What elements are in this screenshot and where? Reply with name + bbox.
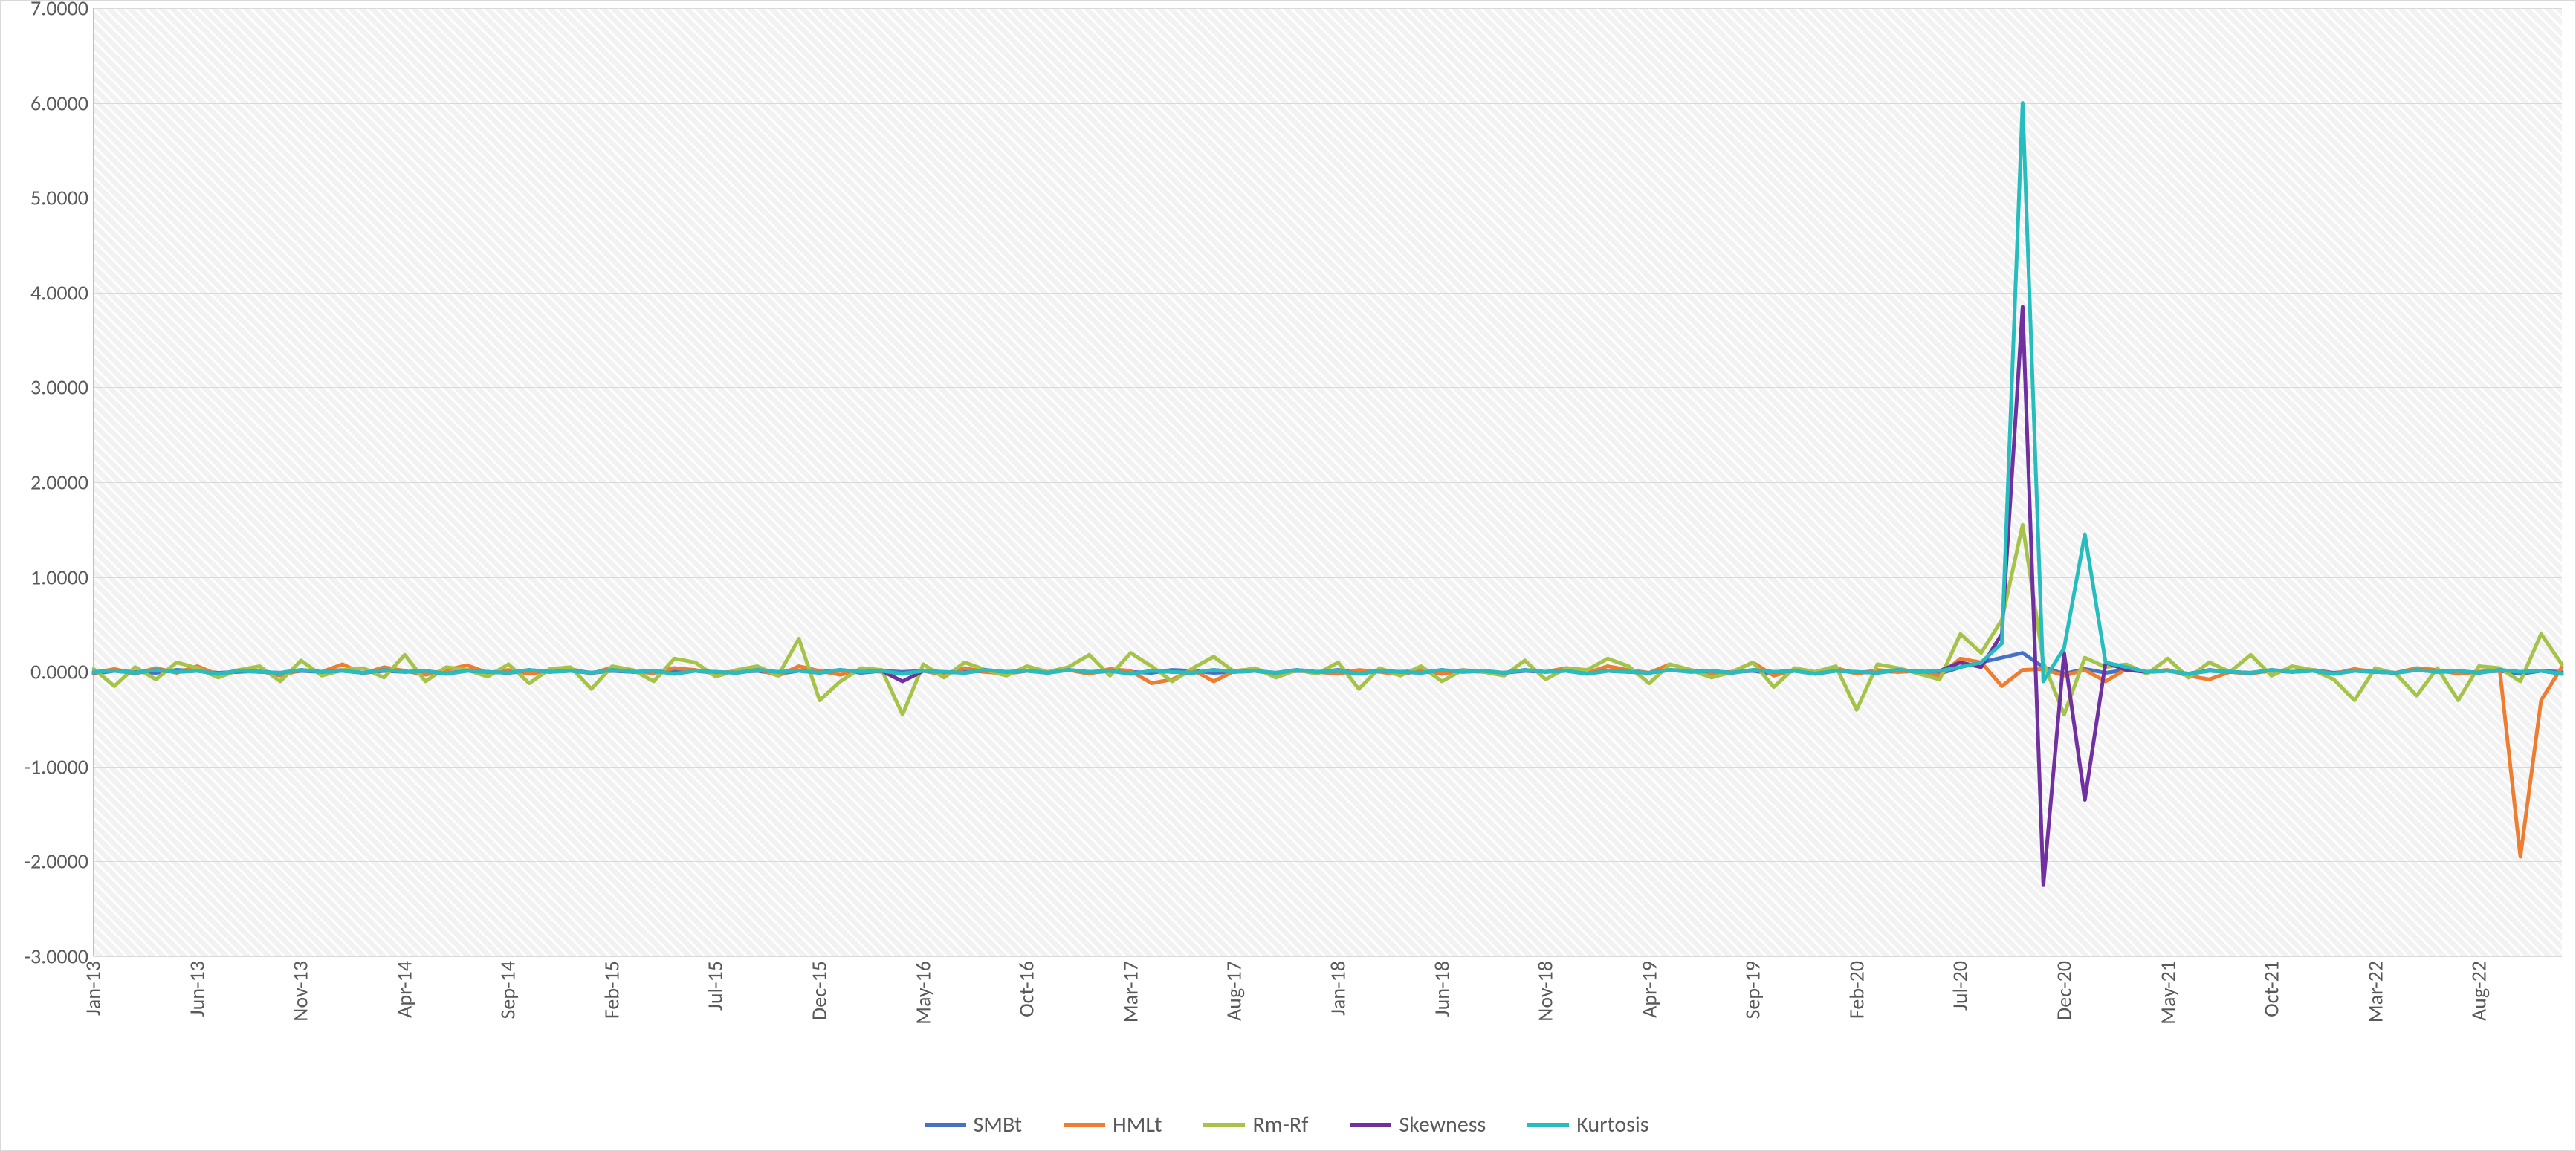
x-tick-label: Oct-21 (2259, 961, 2285, 1017)
x-tick-label: Apr-14 (391, 961, 417, 1018)
series-line-hmlt (94, 658, 2562, 857)
y-axis: -3.0000 -2.0000 -1.0000 0.0000 1.0000 2.0000 3… (11, 8, 93, 1097)
time-series-chart: -3.0000 -2.0000 -1.0000 0.0000 1.0000 2.0000 3… (0, 0, 2576, 1151)
x-tick-label: Jun-13 (184, 961, 210, 1017)
y-tick-label: 0.0000 (30, 659, 88, 685)
legend-item-skewness: Skewness (1350, 1111, 1486, 1138)
y-tick-label: 4.0000 (30, 279, 88, 305)
x-tick-label: Dec-20 (2051, 961, 2077, 1020)
x-tick-label: Mar-22 (2362, 961, 2388, 1022)
x-tick-label: Oct-16 (1014, 961, 1040, 1017)
series-line-skewness (94, 307, 2562, 885)
legend-item-hmlt: HMLt (1064, 1111, 1162, 1138)
legend-swatch (1527, 1123, 1569, 1127)
x-tick-label: Sep-14 (495, 961, 521, 1019)
y-tick-label: 1.0000 (30, 564, 88, 590)
x-tick-label: Jul-15 (702, 961, 728, 1011)
legend-label: HMLt (1113, 1111, 1162, 1138)
legend-label: Rm-Rf (1252, 1111, 1308, 1138)
y-tick-label: 6.0000 (30, 90, 88, 116)
x-tick-label: Feb-15 (598, 961, 624, 1019)
y-tick-label: -2.0000 (24, 849, 88, 875)
legend-swatch (925, 1123, 966, 1127)
y-tick-label: 7.0000 (30, 0, 88, 22)
y-tick-label: -1.0000 (24, 753, 88, 779)
legend-swatch (1350, 1123, 1391, 1127)
x-tick-label: Nov-13 (288, 961, 314, 1022)
x-tick-label: Dec-15 (806, 961, 832, 1020)
plot-area (93, 8, 2562, 956)
series-line-kurtosis (94, 103, 2562, 681)
series-lines (94, 8, 2562, 956)
series-line-rm-rf (94, 525, 2562, 714)
plot-wrap: Jan-13Jun-13Nov-13Apr-14Sep-14Feb-15Jul-… (93, 8, 2562, 1097)
x-tick-label: Aug-17 (1221, 961, 1247, 1021)
x-axis-labels: Jan-13Jun-13Nov-13Apr-14Sep-14Feb-15Jul-… (93, 956, 2562, 1097)
x-tick-label: Apr-19 (1636, 961, 1662, 1018)
legend-swatch (1064, 1123, 1105, 1127)
y-tick-label: 5.0000 (30, 185, 88, 211)
legend-label: Kurtosis (1576, 1111, 1648, 1138)
legend: SMBt HMLt Rm-Rf Skewness Kurtosis (11, 1097, 2562, 1141)
legend-item-smbt: SMBt (925, 1111, 1023, 1138)
x-tick-label: Nov-18 (1533, 961, 1559, 1022)
legend-item-kurtosis: Kurtosis (1527, 1111, 1648, 1138)
x-tick-label: Jan-13 (80, 961, 106, 1016)
y-tick-label: -3.0000 (24, 944, 88, 970)
x-tick-label: Sep-19 (1740, 961, 1766, 1019)
x-tick-label: Jan-18 (1324, 961, 1350, 1016)
y-tick-label: 3.0000 (30, 375, 88, 401)
legend-swatch (1203, 1123, 1245, 1127)
x-tick-label: Feb-20 (1843, 961, 1869, 1019)
y-tick-label: 2.0000 (30, 470, 88, 496)
x-tick-label: Aug-22 (2466, 961, 2492, 1021)
legend-label: Skewness (1399, 1111, 1486, 1138)
x-tick-label: Mar-17 (1117, 961, 1143, 1022)
legend-item-rm-rf: Rm-Rf (1203, 1111, 1308, 1138)
x-tick-label: Jun-18 (1428, 961, 1454, 1017)
x-tick-label: Jul-20 (1947, 961, 1973, 1011)
x-tick-label: May-21 (2155, 961, 2181, 1025)
x-tick-label: May-16 (910, 961, 936, 1025)
chart-body: -3.0000 -2.0000 -1.0000 0.0000 1.0000 2.0000 3… (11, 8, 2562, 1097)
legend-label: SMBt (974, 1111, 1023, 1138)
